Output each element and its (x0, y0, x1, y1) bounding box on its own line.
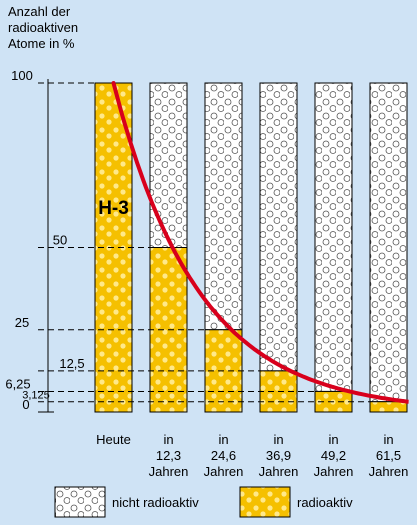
bar-non-radioactive (314, 82, 353, 392)
legend-swatch (239, 486, 291, 518)
x-tick-label: in 49,2 Jahren (314, 432, 354, 479)
y-tick-label: 12,5 (59, 356, 84, 371)
y-tick-label: 25 (15, 315, 29, 330)
bar-non-radioactive (149, 82, 188, 248)
y-tick-label: 50 (53, 233, 67, 248)
y-tick-label: 3,125 (22, 390, 50, 402)
legend-swatch (54, 486, 106, 518)
bar-non-radioactive (259, 82, 298, 372)
y-tick-label: 100 (11, 68, 33, 83)
bar-non-radioactive (369, 82, 408, 403)
x-tick-label: in 36,9 Jahren (259, 432, 299, 479)
y-axis-title: Anzahl der (8, 4, 71, 19)
x-tick-label: Heute (96, 432, 131, 447)
decay-curve (111, 81, 409, 404)
x-tick-label: in 24,6 Jahren (204, 432, 244, 479)
bar-non-radioactive (204, 82, 243, 331)
y-axis-title: radioaktiven (8, 20, 78, 35)
y-axis-title: Atome in % (8, 36, 75, 51)
legend-label: radioaktiv (297, 495, 353, 510)
x-tick-label: in 12,3 Jahren (149, 432, 189, 479)
y-tick-label: 6,25 (5, 376, 30, 391)
legend-label: nicht radioaktiv (112, 495, 199, 510)
x-tick-label: in 61,5 Jahren (369, 432, 409, 479)
y-tick-label: 0 (22, 397, 29, 412)
annotation: H-3 (98, 198, 129, 219)
bar-radioactive (369, 401, 408, 413)
